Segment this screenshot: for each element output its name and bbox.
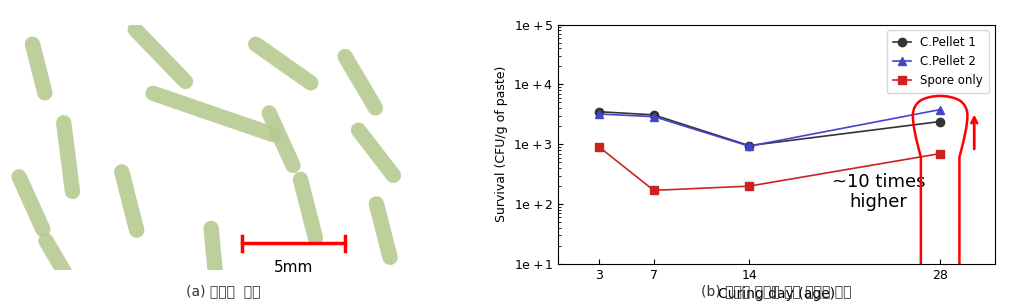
C.Pellet 2: [934, 108, 946, 111]
Text: (a) 펠렛의  크기: (a) 펠렛의 크기: [186, 284, 261, 298]
Text: ~10 times
higher: ~10 times higher: [832, 173, 926, 211]
Line: Spore only: Spore only: [595, 143, 944, 195]
Legend: C.Pellet 1, C.Pellet 2, Spore only: C.Pellet 1, C.Pellet 2, Spore only: [887, 30, 989, 93]
Text: 5mm: 5mm: [274, 260, 314, 275]
Spore only: [743, 184, 755, 188]
Text: (b) 시멘트 복합체 내부 생존율 변화: (b) 시멘트 복합체 내부 생존율 변화: [701, 284, 852, 298]
C.Pellet 1: [934, 120, 946, 123]
Y-axis label: Survival (CFU/g of paste): Survival (CFU/g of paste): [494, 66, 508, 223]
C.Pellet 2: [743, 144, 755, 148]
C.Pellet 2: [593, 112, 605, 116]
Line: C.Pellet 2: C.Pellet 2: [595, 105, 944, 150]
Spore only: [934, 152, 946, 155]
C.Pellet 1: [743, 144, 755, 147]
Line: C.Pellet 1: C.Pellet 1: [595, 107, 944, 150]
C.Pellet 1: [593, 110, 605, 114]
Spore only: [593, 145, 605, 149]
Spore only: [648, 188, 660, 192]
X-axis label: Curing day (age): Curing day (age): [718, 287, 835, 301]
C.Pellet 2: [648, 115, 660, 119]
C.Pellet 1: [648, 113, 660, 117]
